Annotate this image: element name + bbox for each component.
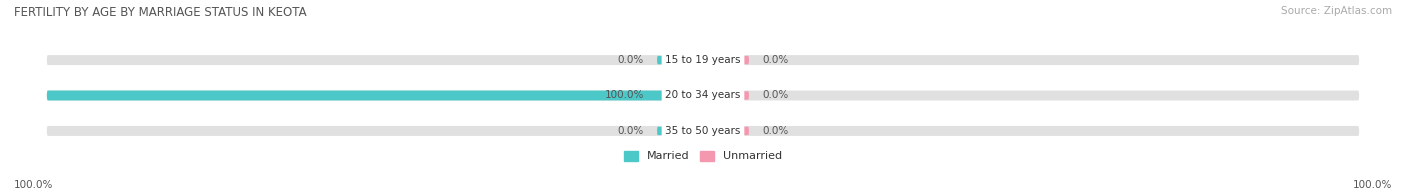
Legend: Married, Unmarried: Married, Unmarried: [624, 151, 782, 162]
FancyBboxPatch shape: [657, 56, 696, 64]
FancyBboxPatch shape: [710, 127, 749, 135]
FancyBboxPatch shape: [46, 91, 1360, 101]
Text: 100.0%: 100.0%: [14, 180, 53, 190]
Text: 0.0%: 0.0%: [762, 91, 789, 101]
Text: 100.0%: 100.0%: [605, 91, 644, 101]
Text: 15 to 19 years: 15 to 19 years: [665, 55, 741, 65]
Text: 100.0%: 100.0%: [1353, 180, 1392, 190]
FancyBboxPatch shape: [657, 91, 696, 100]
FancyBboxPatch shape: [46, 126, 1360, 136]
FancyBboxPatch shape: [710, 91, 749, 100]
Text: 0.0%: 0.0%: [617, 126, 644, 136]
FancyBboxPatch shape: [710, 56, 749, 64]
Text: FERTILITY BY AGE BY MARRIAGE STATUS IN KEOTA: FERTILITY BY AGE BY MARRIAGE STATUS IN K…: [14, 6, 307, 19]
FancyBboxPatch shape: [657, 127, 696, 135]
Text: Source: ZipAtlas.com: Source: ZipAtlas.com: [1281, 6, 1392, 16]
Text: 0.0%: 0.0%: [762, 126, 789, 136]
Text: 20 to 34 years: 20 to 34 years: [665, 91, 741, 101]
Text: 35 to 50 years: 35 to 50 years: [665, 126, 741, 136]
FancyBboxPatch shape: [46, 91, 703, 101]
Text: 0.0%: 0.0%: [617, 55, 644, 65]
Text: 0.0%: 0.0%: [762, 55, 789, 65]
FancyBboxPatch shape: [46, 55, 1360, 65]
